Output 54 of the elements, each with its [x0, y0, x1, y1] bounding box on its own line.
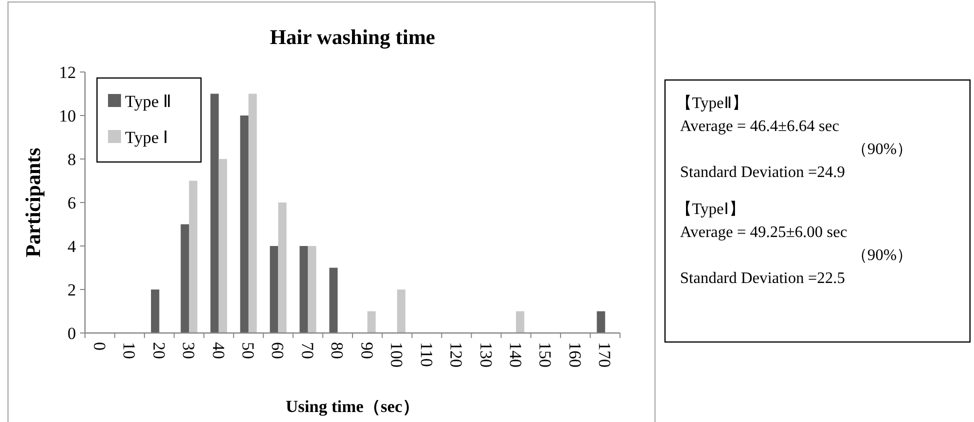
x-tick-label: 10 — [120, 342, 139, 359]
text: （90%） — [851, 141, 913, 158]
x-tick-label: 30 — [179, 342, 198, 359]
y-tick-label: 8 — [68, 150, 76, 169]
x-tick-label: 50 — [238, 342, 258, 359]
bar — [329, 268, 338, 333]
bar — [180, 224, 190, 333]
bar — [397, 290, 406, 333]
x-tick-label: 90 — [357, 342, 376, 359]
bar — [150, 290, 160, 333]
x-tick-label: 140 — [506, 342, 525, 368]
bar — [300, 246, 308, 333]
text: 【TypeⅡ】 — [676, 94, 748, 112]
y-tick-label: 2 — [68, 280, 76, 300]
bar — [596, 311, 606, 333]
x-tick-label: 70 — [298, 342, 317, 359]
x-tick-label: 80 — [328, 342, 347, 359]
x-tick-label: 170 — [595, 342, 614, 368]
legend-label: Type Ⅱ — [125, 92, 171, 111]
x-tick-label: 120 — [446, 342, 466, 368]
bar — [516, 311, 524, 333]
x-tick-label: 110 — [416, 342, 436, 367]
bar — [278, 202, 287, 333]
x-tick-label: 40 — [208, 342, 228, 359]
bar — [240, 116, 248, 333]
x-tick-label: 60 — [268, 342, 288, 359]
bar — [248, 94, 257, 333]
x-tick-label: 0 — [90, 342, 109, 350]
text: Standard Deviation =22.5 — [680, 270, 845, 287]
x-tick-label: 20 — [149, 342, 168, 359]
bar — [218, 159, 228, 333]
x-tick-label: 130 — [476, 342, 496, 368]
text: 【TypeⅠ】 — [676, 200, 745, 218]
y-tick-label: 4 — [68, 237, 76, 256]
text: Average = 49.25±6.00 sec — [680, 224, 848, 241]
text: Standard Deviation =24.9 — [680, 164, 845, 181]
bar — [210, 94, 219, 333]
text: Average = 46.4±6.64 sec — [680, 118, 840, 135]
y-tick-label: 10 — [59, 106, 76, 126]
x-tick-label: 160 — [565, 342, 584, 368]
y-tick-label: 6 — [68, 194, 76, 212]
bar — [270, 246, 278, 333]
x-tick-label: 150 — [536, 342, 555, 368]
x-tick-label: 100 — [387, 342, 406, 368]
chart-title: Hair washing time — [270, 25, 436, 49]
bar — [308, 246, 316, 333]
y-axis-title: Participants — [21, 148, 45, 258]
y-tick-label: 12 — [59, 63, 76, 82]
x-axis-title: Using time（sec） — [286, 397, 420, 416]
bar — [367, 311, 376, 333]
legend-label: Type Ⅰ — [125, 128, 168, 147]
y-tick-label: 0 — [68, 324, 76, 343]
text: （90%） — [851, 247, 913, 264]
bar — [189, 180, 198, 333]
